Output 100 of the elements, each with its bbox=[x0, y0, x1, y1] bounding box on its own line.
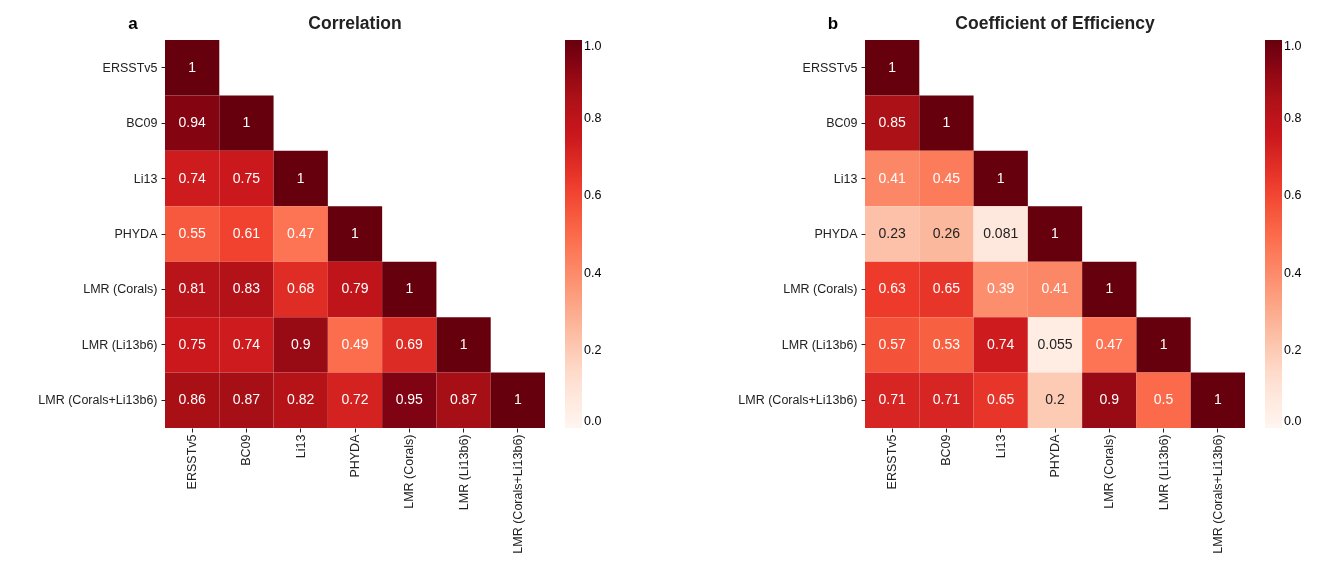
data-label: 0.75 bbox=[178, 335, 206, 352]
x-tick-label: ERSSTv5 bbox=[885, 434, 900, 490]
data-label: 0.57 bbox=[878, 335, 906, 352]
data-label: 0.081 bbox=[983, 225, 1019, 241]
x-tick-label: LMR (Li13b6) bbox=[1156, 434, 1171, 511]
data-label: 0.75 bbox=[232, 169, 261, 186]
data-label: 0.95 bbox=[395, 391, 424, 408]
y-tick-label: PHYDA bbox=[114, 227, 159, 241]
x-tick-label: LMR (Corals) bbox=[1102, 434, 1117, 509]
data-label: 0.85 bbox=[878, 114, 906, 131]
data-label: 0.94 bbox=[178, 114, 206, 131]
data-label: 0.41 bbox=[878, 169, 906, 186]
chart-title: Coefficient of Efficiency bbox=[955, 13, 1155, 33]
data-label: 0.68 bbox=[287, 280, 315, 297]
color-bar-label: 0.0 bbox=[1284, 414, 1302, 428]
chart-title: Correlation bbox=[308, 13, 402, 33]
data-label: 0.26 bbox=[932, 225, 961, 241]
data-label: 1 bbox=[351, 225, 360, 241]
y-tick-label: ERSSTv5 bbox=[102, 60, 158, 75]
data-label: 0.71 bbox=[878, 391, 906, 408]
data-label: 0.65 bbox=[987, 391, 1015, 408]
color-bar-label: 0.2 bbox=[1284, 343, 1302, 358]
x-tick-label: Li13 bbox=[993, 434, 1008, 459]
text: a bbox=[128, 14, 139, 33]
data-label: 1 bbox=[1051, 225, 1060, 241]
y-tick-label: LMR (Corals+Li13b6) bbox=[38, 393, 158, 408]
data-label: 1 bbox=[942, 114, 951, 131]
y-tick-label: LMR (Li13b6) bbox=[781, 337, 858, 352]
data-label: 0.47 bbox=[1095, 335, 1124, 352]
color-bar-label: 0.6 bbox=[584, 188, 602, 203]
data-label: 1 bbox=[996, 169, 1005, 186]
data-label: 0.72 bbox=[341, 391, 369, 408]
data-label: 0.055 bbox=[1037, 335, 1073, 352]
data-label: 0.82 bbox=[287, 391, 315, 408]
color-bar-label: 1.0 bbox=[1284, 39, 1302, 53]
x-tick-label: LMR (Corals+Li13b6) bbox=[510, 434, 525, 554]
y-tick-label: BC09 bbox=[826, 116, 858, 131]
data-label: 0.5 bbox=[1153, 391, 1174, 408]
x-tick-label: Li13 bbox=[293, 434, 308, 459]
data-label: 1 bbox=[459, 335, 468, 352]
data-label: 1 bbox=[188, 58, 197, 75]
data-label: 0.9 bbox=[1099, 391, 1120, 408]
y-tick-label: Li13 bbox=[133, 171, 158, 186]
data-label: 0.74 bbox=[232, 335, 261, 352]
data-label: 0.23 bbox=[878, 225, 906, 241]
data-label: 0.87 bbox=[232, 391, 261, 408]
y-tick-label: LMR (Corals) bbox=[83, 282, 158, 297]
data-label: 0.83 bbox=[232, 280, 261, 297]
data-label: 0.79 bbox=[341, 280, 369, 297]
data-label: 0.74 bbox=[987, 335, 1015, 352]
data-label: 1 bbox=[513, 391, 522, 408]
data-label: 0.87 bbox=[449, 391, 478, 408]
data-label: 1 bbox=[242, 114, 251, 131]
data-label: 0.2 bbox=[1045, 391, 1065, 408]
data-label: 1 bbox=[1213, 391, 1222, 408]
color-bar-label: 0.8 bbox=[584, 110, 602, 125]
data-label: 0.69 bbox=[395, 335, 424, 352]
x-tick-label: BC09 bbox=[239, 434, 254, 466]
y-tick-label: PHYDA bbox=[814, 227, 859, 241]
color-bar-label: 0.4 bbox=[1284, 265, 1302, 280]
x-tick-label: ERSSTv5 bbox=[185, 434, 200, 490]
data-label: 0.45 bbox=[932, 169, 961, 186]
y-tick-label: Li13 bbox=[833, 171, 858, 186]
data-label: 0.81 bbox=[178, 280, 206, 297]
x-tick-label: LMR (Li13b6) bbox=[456, 434, 471, 511]
color-bar-label: 0.8 bbox=[1284, 110, 1302, 125]
color-bar-label: 0.0 bbox=[584, 414, 602, 428]
data-label: 0.49 bbox=[341, 335, 369, 352]
data-label: 1 bbox=[296, 169, 305, 186]
data-label: 1 bbox=[1105, 280, 1114, 297]
data-label: 0.63 bbox=[878, 280, 906, 297]
data-label: 0.47 bbox=[287, 225, 315, 241]
y-tick-label: LMR (Li13b6) bbox=[81, 337, 158, 352]
data-label: 0.86 bbox=[178, 391, 206, 408]
y-tick-label: ERSSTv5 bbox=[802, 60, 858, 75]
data-label: 1 bbox=[888, 58, 897, 75]
data-label: 0.9 bbox=[290, 335, 311, 352]
x-tick-label: BC09 bbox=[939, 434, 954, 466]
data-label: 0.61 bbox=[232, 225, 261, 241]
color-bar-label: 0.6 bbox=[1284, 188, 1302, 203]
x-tick-label: LMR (Corals) bbox=[402, 434, 417, 509]
data-label: 0.39 bbox=[987, 280, 1015, 297]
data-label: 0.71 bbox=[932, 391, 961, 408]
color-bar-label: 0.4 bbox=[584, 265, 602, 280]
data-label: 0.41 bbox=[1041, 280, 1069, 297]
x-tick-label: LMR (Corals+Li13b6) bbox=[1210, 434, 1225, 554]
data-label: 1 bbox=[1159, 335, 1168, 352]
x-tick-label: PHYDA bbox=[348, 433, 362, 478]
x-tick-label: PHYDA bbox=[1048, 433, 1062, 478]
color-bar-label: 0.2 bbox=[584, 343, 602, 358]
y-tick-label: LMR (Corals+Li13b6) bbox=[738, 393, 858, 408]
y-tick-label: BC09 bbox=[126, 116, 158, 131]
text: b bbox=[827, 14, 839, 33]
color-bar-label: 1.0 bbox=[584, 39, 602, 53]
data-label: 0.65 bbox=[932, 280, 961, 297]
data-label: 0.55 bbox=[178, 225, 206, 241]
data-label: 0.53 bbox=[932, 335, 961, 352]
data-label: 1 bbox=[405, 280, 414, 297]
y-tick-label: LMR (Corals) bbox=[783, 282, 858, 297]
data-label: 0.74 bbox=[178, 169, 206, 186]
